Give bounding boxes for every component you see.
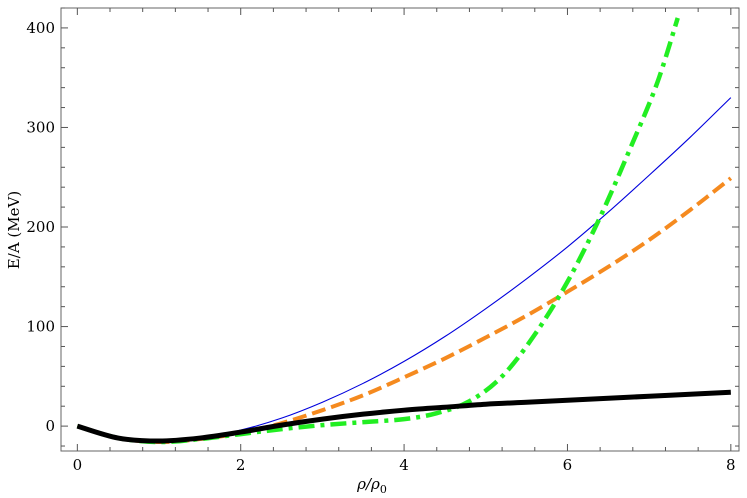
- x-axis-label-main: ρ/ρ: [356, 475, 380, 493]
- y-tick-label: 400: [26, 19, 55, 37]
- y-tick-label: 200: [26, 218, 55, 236]
- series-group: [76, 17, 733, 445]
- x-tick-label: 2: [236, 456, 246, 474]
- y-tick-label: 300: [26, 118, 55, 136]
- y-tick-label: 100: [26, 318, 55, 336]
- ticks: [61, 7, 739, 451]
- y-tick-label: 0: [45, 417, 55, 435]
- y-axis-label: E/A (MeV): [5, 191, 23, 269]
- series-line-1: [77, 97, 732, 443]
- tick-labels: 0 2 4 6 8 0 100 200 300 400: [26, 19, 735, 474]
- series-line-2: [76, 176, 733, 445]
- x-tick-label: 0: [73, 456, 83, 474]
- x-tick-label: 6: [563, 456, 573, 474]
- x-axis-label: ρ/ρ0: [356, 475, 387, 496]
- series-line-3: [76, 17, 680, 445]
- series-line-4: [76, 389, 731, 444]
- plot-frame: [60, 7, 740, 452]
- x-axis-label-sub: 0: [380, 483, 387, 496]
- x-tick-label: 4: [399, 456, 409, 474]
- x-tick-label: 8: [726, 456, 736, 474]
